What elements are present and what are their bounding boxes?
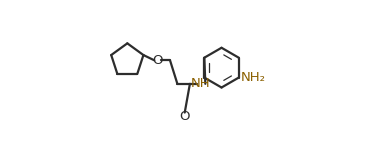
Text: NH: NH — [191, 77, 211, 90]
Text: O: O — [180, 110, 190, 123]
Text: NH₂: NH₂ — [241, 71, 266, 84]
Text: O: O — [152, 54, 163, 67]
